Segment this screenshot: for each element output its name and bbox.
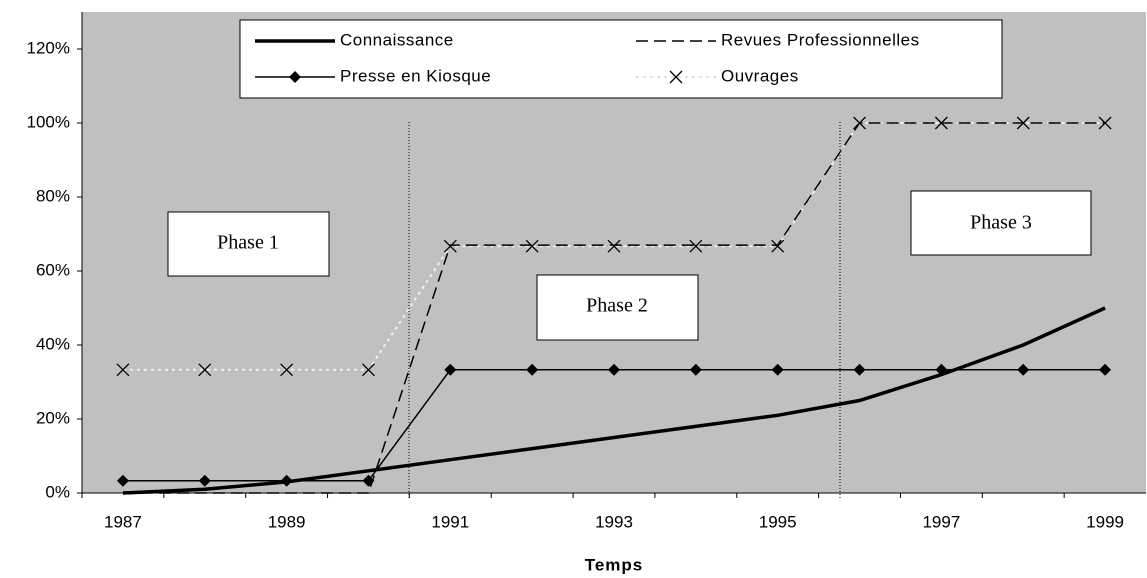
y-tick-label: 0% [45,482,70,501]
marker [116,474,129,487]
marker [526,363,539,376]
y-tick-label: 60% [36,260,70,279]
annotation: Phase 2 [586,295,648,317]
x-tick-label: 1995 [759,512,797,531]
marker [362,363,375,377]
legend-label: Revues Professionnelles [721,30,920,49]
legend-label: Presse en Kiosque [340,66,491,85]
annotation: Phase 1 [217,232,279,254]
y-tick-label: 40% [36,334,70,353]
marker [1098,116,1112,130]
y-tick-label: 80% [36,186,70,205]
x-tick-label: 1989 [268,512,306,531]
marker [289,71,301,83]
marker [116,363,130,377]
marker [853,363,866,376]
x-tick-label: 1993 [595,512,633,531]
marker [280,363,294,377]
marker [1099,363,1112,376]
annotation: Phase 3 [970,212,1032,234]
marker [525,239,539,253]
marker [771,239,785,253]
x-axis-label: Temps [585,555,644,574]
marker [444,363,457,376]
marker [607,239,621,253]
y-tick-label: 120% [27,38,70,57]
y-tick-label: 100% [27,112,70,131]
marker [669,70,683,84]
x-tick-label: 1999 [1086,512,1124,531]
marker [771,363,784,376]
legend-label: Ouvrages [721,66,799,85]
legend-label: Connaissance [340,30,454,49]
marker [1017,363,1030,376]
marker [198,363,212,377]
x-tick-label: 1991 [431,512,469,531]
marker [198,474,211,487]
x-tick-label: 1987 [104,512,142,531]
annotation-box [536,274,699,341]
y-tick-label: 20% [36,408,70,427]
legend [239,19,1003,99]
series-line [122,306,1106,495]
x-tick-label: 1997 [922,512,960,531]
marker [608,363,620,376]
annotation-box [910,190,1092,256]
marker [689,363,702,376]
marker [689,239,703,253]
annotation-box [167,211,330,277]
